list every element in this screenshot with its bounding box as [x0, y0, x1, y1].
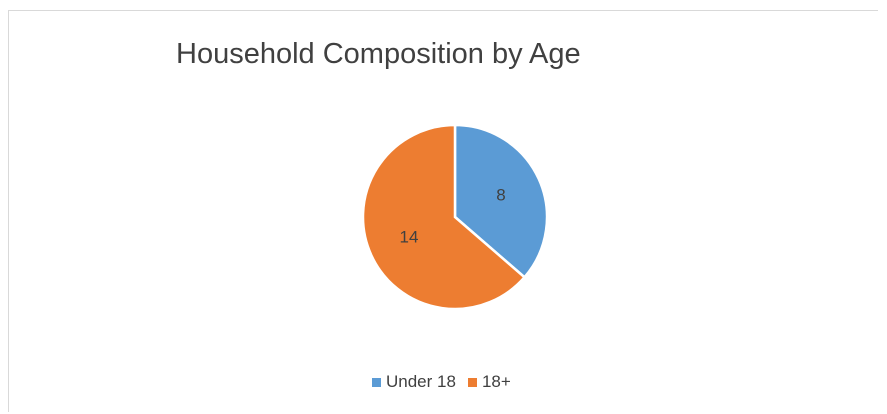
data-label-18-plus: 14: [400, 228, 419, 247]
pie-data-labels: 8 14: [400, 185, 506, 246]
legend-swatch-under-18: [372, 377, 381, 387]
data-label-under-18: 8: [496, 185, 505, 204]
pie-slice-18-plus: [361, 123, 527, 311]
legend-item-under-18: Under 18: [372, 372, 456, 392]
pie-slice-under-18: [453, 123, 549, 280]
legend-item-18-plus: 18+: [467, 372, 511, 392]
legend-label-18-plus: 18+: [481, 372, 511, 391]
pie-slices: [361, 123, 549, 311]
legend-label-under-18: Under 18: [386, 372, 456, 391]
legend: Under 18 18+: [372, 372, 523, 392]
legend-swatch-18-plus: [467, 377, 477, 387]
chart-title: Household Composition by Age: [176, 38, 581, 70]
